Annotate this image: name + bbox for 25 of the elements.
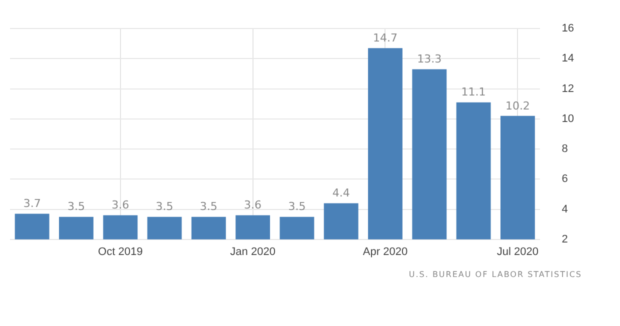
data-label: 14.7 <box>373 32 398 45</box>
data-label: 3.6 <box>244 198 262 212</box>
x-tick-label: Jul 2020 <box>496 246 538 258</box>
data-label: 11.1 <box>461 86 486 99</box>
data-label: 3.5 <box>156 200 174 214</box>
x-tick-label: Apr 2020 <box>362 246 408 258</box>
data-label: 13.3 <box>417 52 442 66</box>
x-tick-label: Oct 2019 <box>98 246 143 258</box>
data-label: 3.6 <box>112 198 130 212</box>
y-tick-label: 16 <box>562 22 574 35</box>
y-tick-label: 6 <box>562 173 568 186</box>
data-label: 3.5 <box>288 200 306 214</box>
data-label: 4.4 <box>332 186 350 200</box>
data-label: 10.2 <box>505 99 530 112</box>
x-tick-label: Jan 2020 <box>230 246 276 258</box>
data-label: 3.7 <box>23 197 41 210</box>
y-tick-label: 14 <box>562 52 574 65</box>
text: U.S. BUREAU OF LABOR STATISTICS <box>408 270 582 279</box>
y-tick-label: 4 <box>562 203 568 216</box>
data-label: 3.5 <box>67 200 85 214</box>
y-tick-label: 12 <box>562 82 574 95</box>
y-tick-label: 8 <box>562 143 568 156</box>
data-label: 3.5 <box>200 200 218 214</box>
y-tick-label: 10 <box>562 112 574 125</box>
y-tick-label: 2 <box>562 233 568 246</box>
